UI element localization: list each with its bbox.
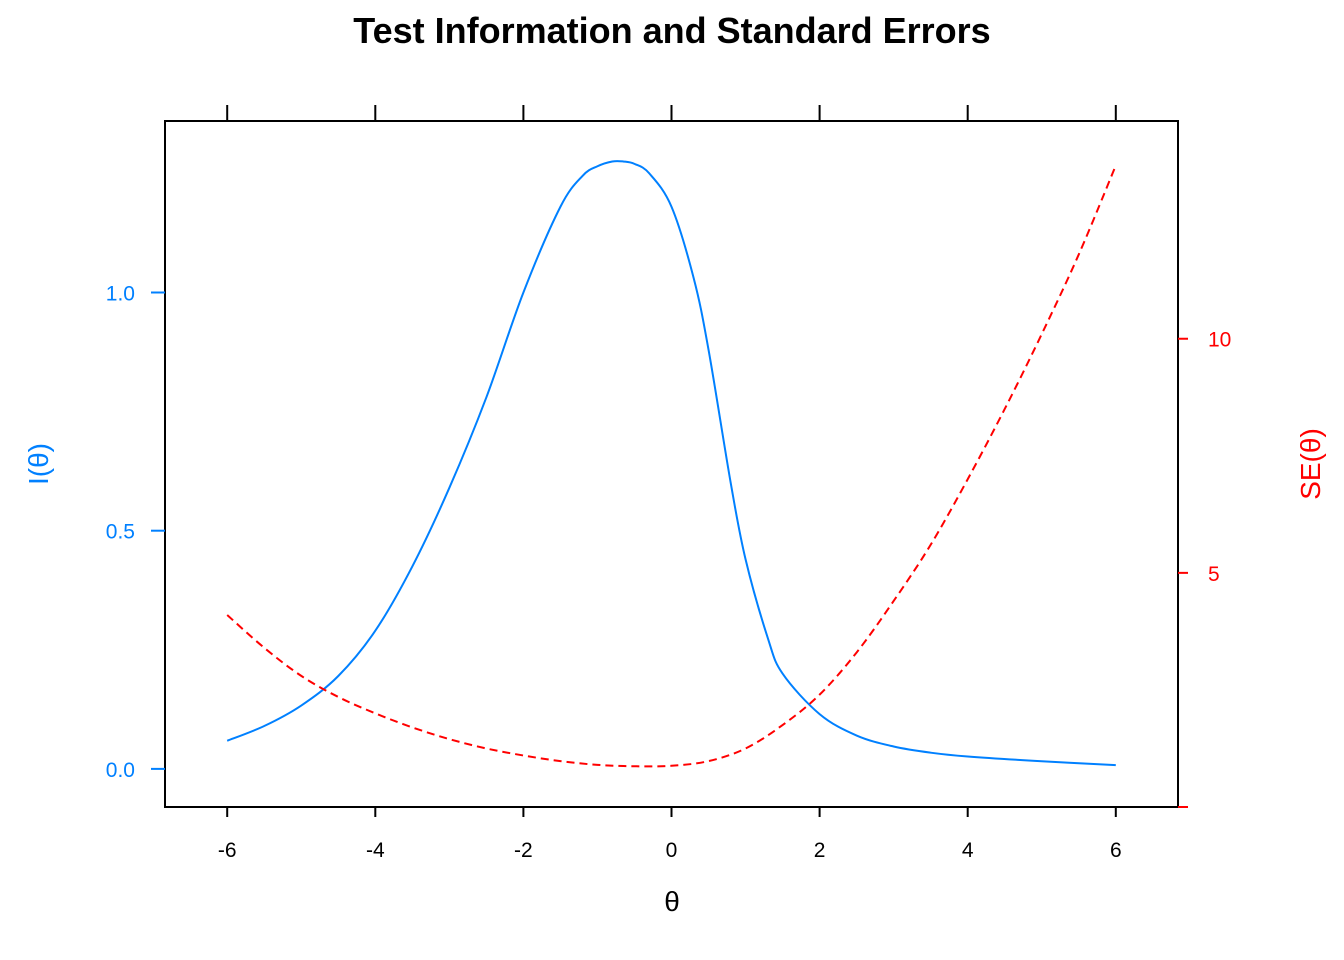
y-axis-left: 0.0 0.5 1.0: [106, 283, 165, 782]
information-curve: [226, 160, 1116, 767]
y-axis-right-label: SE(θ): [1295, 428, 1326, 500]
x-tick-label: -2: [514, 839, 533, 862]
se-curve: [226, 165, 1117, 768]
plot-frame: [164, 120, 1179, 808]
x-tick-label: 4: [962, 839, 974, 862]
y-right-tick-label: 5: [1208, 563, 1220, 586]
y-left-tick-label: 1.0: [106, 283, 135, 306]
y-right-tick-label: 10: [1208, 329, 1231, 352]
y-left-tick-label: 0.5: [106, 521, 135, 544]
y-left-tick-label: 0.0: [106, 759, 135, 782]
series-layer: [226, 160, 1117, 768]
x-tick-label: 6: [1110, 839, 1122, 862]
x-tick-label: -6: [218, 839, 237, 862]
chart-title: Test Information and Standard Errors: [353, 10, 990, 51]
x-tick-label: 2: [814, 839, 826, 862]
x-tick-label: 0: [666, 839, 678, 862]
x-axis: -6 -4 -2 0 2 4 6: [218, 105, 1122, 862]
x-axis-label: θ: [664, 886, 680, 917]
y-axis-right: 5 10: [1178, 329, 1231, 808]
x-tick-label: -4: [366, 839, 385, 862]
y-axis-left-label: I(θ): [23, 443, 54, 485]
